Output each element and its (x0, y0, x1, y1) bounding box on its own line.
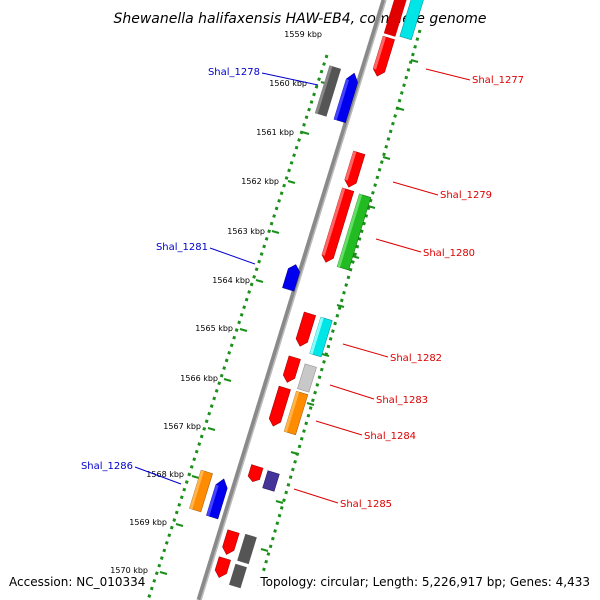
kbp-label: 1560 kbp (269, 79, 307, 88)
footer-topology-bg (258, 572, 596, 590)
kbp-label: 1566 kbp (180, 374, 218, 383)
gene-shal-1279[interactable] (343, 150, 366, 189)
label-shal-1277[interactable]: Shal_1277 (472, 75, 524, 86)
kbp-label: 1567 kbp (163, 422, 201, 431)
label-shal-1286[interactable]: Shal_1286 (81, 461, 133, 472)
label-shal-1280[interactable]: Shal_1280 (423, 248, 475, 259)
label-shal-1283[interactable]: Shal_1283 (376, 395, 428, 406)
gene-red-1282 (295, 311, 317, 347)
gene-labels: Shal_1277 Shal_1278 Shal_1279 Shal_1280 … (81, 67, 524, 510)
gene-shal-1277[interactable] (371, 35, 395, 78)
label-shal-1282[interactable]: Shal_1282 (390, 353, 442, 364)
gene-red-bottom-2 (214, 556, 231, 578)
gene-features (189, 0, 425, 589)
gene-red-bottom-1 (222, 529, 240, 555)
topology-text: Topology: circular; Length: 5,226,917 bp… (259, 575, 590, 589)
gene-shal-1281[interactable] (282, 263, 301, 292)
gene-shal-1286[interactable] (206, 477, 229, 520)
genome-backbone (196, 0, 387, 600)
gene-orange-1286 (189, 469, 213, 513)
accession-text: Accession: NC_010334 (9, 575, 145, 589)
gene-gray-bottom-2 (229, 563, 247, 589)
gene-shal-1280[interactable] (336, 193, 372, 271)
label-shal-1279[interactable]: Shal_1279 (440, 190, 492, 201)
gene-shal-1285[interactable] (262, 470, 280, 492)
kbp-label: 1569 kbp (129, 518, 167, 527)
footer: Accession: NC_010334 Topology: circular;… (4, 572, 596, 590)
kbp-label: 1565 kbp (195, 324, 233, 333)
map-title: Shewanella halifaxensis HAW-EB4, complet… (113, 11, 486, 27)
kbp-label: 1564 kbp (212, 276, 250, 285)
kbp-labels: 1559 kbp 1560 kbp 1561 kbp 1562 kbp 1563… (110, 30, 322, 575)
gene-shal-1284[interactable] (283, 390, 309, 436)
gene-top-red (383, 0, 409, 37)
label-shal-1278[interactable]: Shal_1278 (208, 67, 260, 78)
kbp-label: 1561 kbp (256, 128, 294, 137)
gene-red-small (247, 464, 264, 482)
gene-red-1284 (268, 385, 291, 427)
outer-dotted-track (256, 29, 422, 591)
label-shal-1285[interactable]: Shal_1285 (340, 499, 392, 510)
kbp-label: 1562 kbp (241, 177, 279, 186)
gene-top-cyan (399, 0, 425, 41)
label-shal-1281[interactable]: Shal_1281 (156, 242, 208, 253)
gene-shal-1282[interactable] (309, 316, 333, 358)
gene-gray-block (314, 65, 342, 117)
outer-kbp-ticks (260, 59, 419, 552)
leader-lines (134, 68, 471, 504)
gene-red-1283 (282, 355, 301, 383)
gene-red-long (321, 187, 355, 263)
label-shal-1284[interactable]: Shal_1284 (364, 431, 416, 442)
kbp-label: 1568 kbp (146, 470, 184, 479)
gene-gray-bottom-1 (237, 533, 257, 565)
kbp-label: 1570 kbp (110, 566, 148, 575)
gene-shal-1278[interactable] (333, 71, 360, 123)
kbp-label: 1559 kbp (284, 30, 322, 39)
footer-accession-bg (4, 572, 70, 590)
gene-shal-1283[interactable] (297, 363, 317, 393)
kbp-label: 1563 kbp (227, 227, 265, 236)
